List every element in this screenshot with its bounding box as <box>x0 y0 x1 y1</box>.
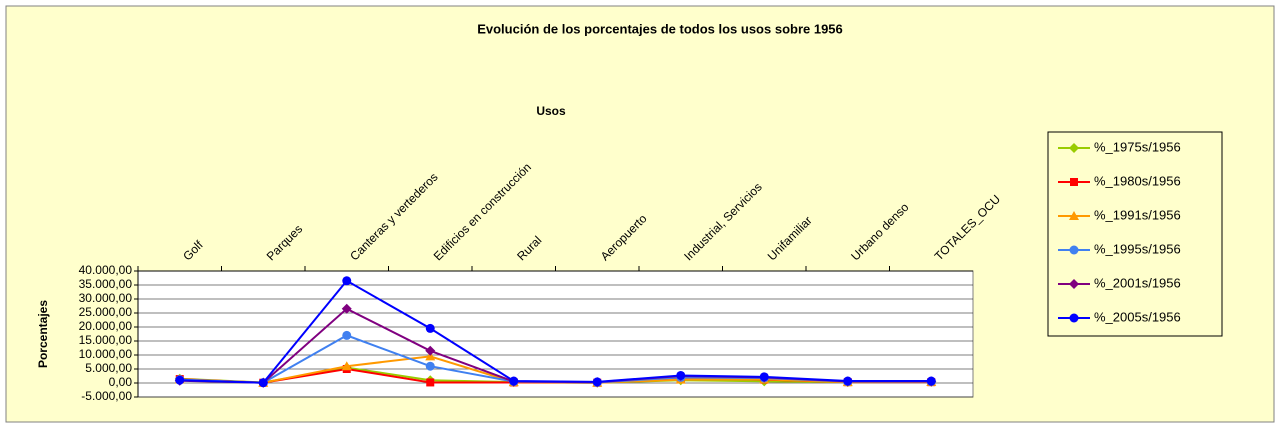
y-axis-title: Porcentajes <box>36 300 50 368</box>
legend-label: %_1975s/1956 <box>1094 139 1181 154</box>
legend-marker <box>1069 143 1079 153</box>
y-tick-label: 0,00 <box>109 375 133 389</box>
marker <box>425 345 436 356</box>
marker <box>258 378 268 388</box>
legend-label: %_2005s/1956 <box>1094 309 1181 324</box>
marker <box>425 323 435 333</box>
legend-label: %_1995s/1956 <box>1094 241 1181 256</box>
legend-marker <box>1069 279 1079 289</box>
marker <box>175 375 185 385</box>
y-tick-label: 40.000,00 <box>79 263 133 277</box>
marker <box>342 330 352 340</box>
series-line <box>179 279 932 384</box>
legend-marker <box>1069 313 1079 323</box>
marker <box>425 351 436 361</box>
y-tick-label: -5.000,00 <box>81 389 132 403</box>
marker <box>341 303 352 314</box>
legend-marker <box>1069 211 1079 220</box>
y-tick-label: 30.000,00 <box>79 291 133 305</box>
y-tick-label: 20.000,00 <box>79 319 133 333</box>
y-tick-label: 25.000,00 <box>79 305 133 319</box>
y-tick-label: 10.000,00 <box>79 347 133 361</box>
legend-marker <box>1070 178 1078 186</box>
marker <box>342 276 352 286</box>
chart-title: Evolución de los porcentajes de todos lo… <box>477 21 843 36</box>
marker <box>843 376 853 386</box>
legend-marker <box>1069 245 1079 255</box>
y-tick-label: 5.000,00 <box>85 361 132 375</box>
marker <box>676 370 686 380</box>
x-axis-title: Usos <box>536 104 566 118</box>
marker <box>426 378 435 387</box>
legend-label: %_1980s/1956 <box>1094 173 1181 188</box>
plot-area <box>137 270 974 398</box>
marker <box>926 376 936 386</box>
marker <box>341 361 352 371</box>
marker <box>592 377 602 387</box>
legend-box <box>1047 131 1223 337</box>
marker <box>759 372 769 382</box>
legend-label: %_1991s/1956 <box>1094 207 1181 222</box>
marker <box>425 361 435 371</box>
y-tick-label: 15.000,00 <box>79 333 133 347</box>
marker <box>509 376 519 386</box>
legend-label: %_2001s/1956 <box>1094 275 1181 290</box>
y-tick-label: 35.000,00 <box>79 277 133 291</box>
